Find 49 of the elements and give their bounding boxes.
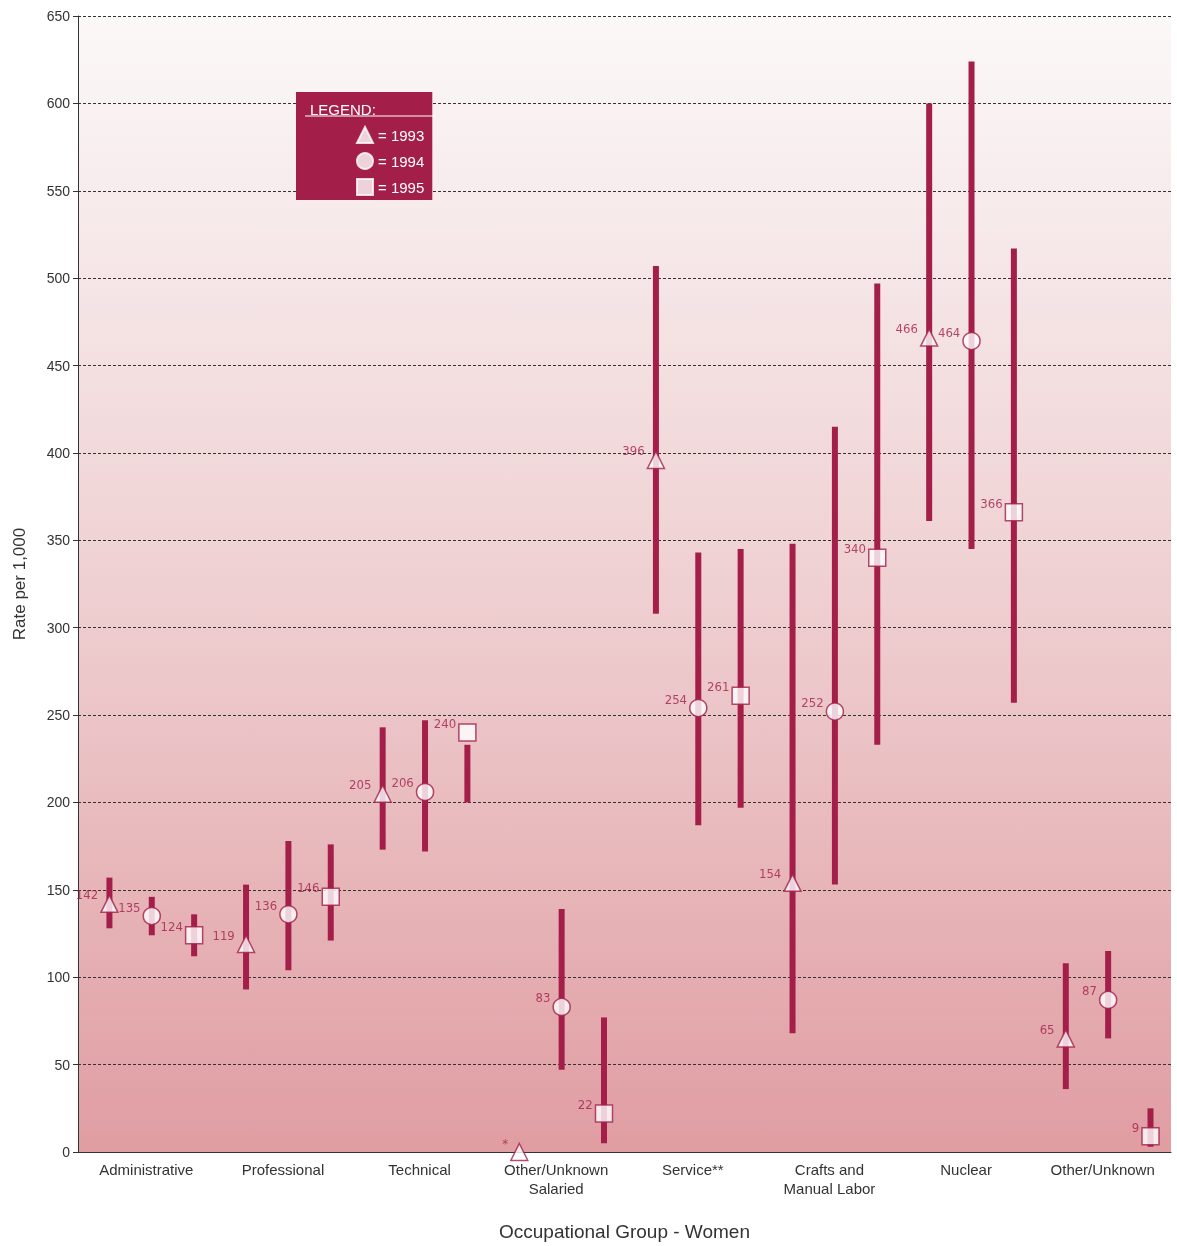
data-label: 464 [937, 324, 961, 340]
data-label: 22 [577, 1097, 593, 1113]
legend-label: = 1994 [378, 152, 425, 170]
y-tick-label: 450 [46, 357, 71, 374]
data-label: 340 [843, 541, 867, 557]
data-label: 87 [1082, 983, 1097, 999]
data-label: 240 [433, 716, 457, 732]
legend-title: LEGEND: [310, 101, 376, 118]
y-tick-label: 650 [46, 8, 71, 24]
data-label: 261 [707, 679, 730, 695]
data-label: 466 [895, 321, 918, 337]
x-tick-label: Crafts and Manual Labor [783, 1161, 876, 1197]
y-tick-label: 50 [54, 1056, 71, 1073]
legend-label: = 1993 [378, 126, 425, 144]
data-label: 83 [535, 990, 551, 1006]
data-label: 135 [118, 899, 141, 915]
data-label: 254 [664, 691, 688, 707]
data-label: 9 [1131, 1119, 1140, 1135]
data-label: 65 [1039, 1021, 1055, 1037]
y-tick-label: 600 [46, 95, 71, 112]
legend-label: = 1995 [378, 178, 425, 196]
x-tick-label: Other/Unknown Salaried [504, 1161, 609, 1197]
data-label: 154 [758, 866, 782, 882]
y-tick-label: 250 [46, 707, 71, 724]
y-tick-label: 200 [46, 794, 71, 811]
data-label: * [502, 1135, 509, 1151]
data-label: 252 [801, 695, 824, 711]
data-label: 205 [349, 777, 372, 793]
y-tick-label: 350 [46, 532, 71, 549]
x-axis-title: Occupational Group - Women [499, 1221, 750, 1242]
y-tick-label: 400 [46, 444, 71, 461]
data-label: 206 [391, 775, 414, 791]
y-tick-label: 100 [46, 969, 71, 986]
x-tick-label: Technical [388, 1161, 451, 1178]
y-tick-label: 550 [46, 182, 71, 199]
data-label: 124 [160, 918, 183, 934]
y-tick-label: 150 [46, 881, 71, 898]
x-tick-label: Service** [661, 1161, 724, 1178]
y-axis-title: Rate per 1,000 [10, 527, 29, 641]
data-label: 366 [980, 495, 1003, 511]
x-tick-label: Professional [241, 1161, 325, 1178]
x-tick-label: Other/Unknown [1050, 1161, 1155, 1178]
y-tick-label: 300 [46, 619, 71, 636]
x-tick-label: Administrative [99, 1161, 194, 1178]
y-tick-label: 500 [46, 270, 71, 287]
y-tick-label: 0 [62, 1144, 71, 1160]
x-tick-label: Nuclear [940, 1161, 992, 1178]
data-label: 119 [212, 927, 235, 943]
data-label: 136 [254, 897, 278, 913]
